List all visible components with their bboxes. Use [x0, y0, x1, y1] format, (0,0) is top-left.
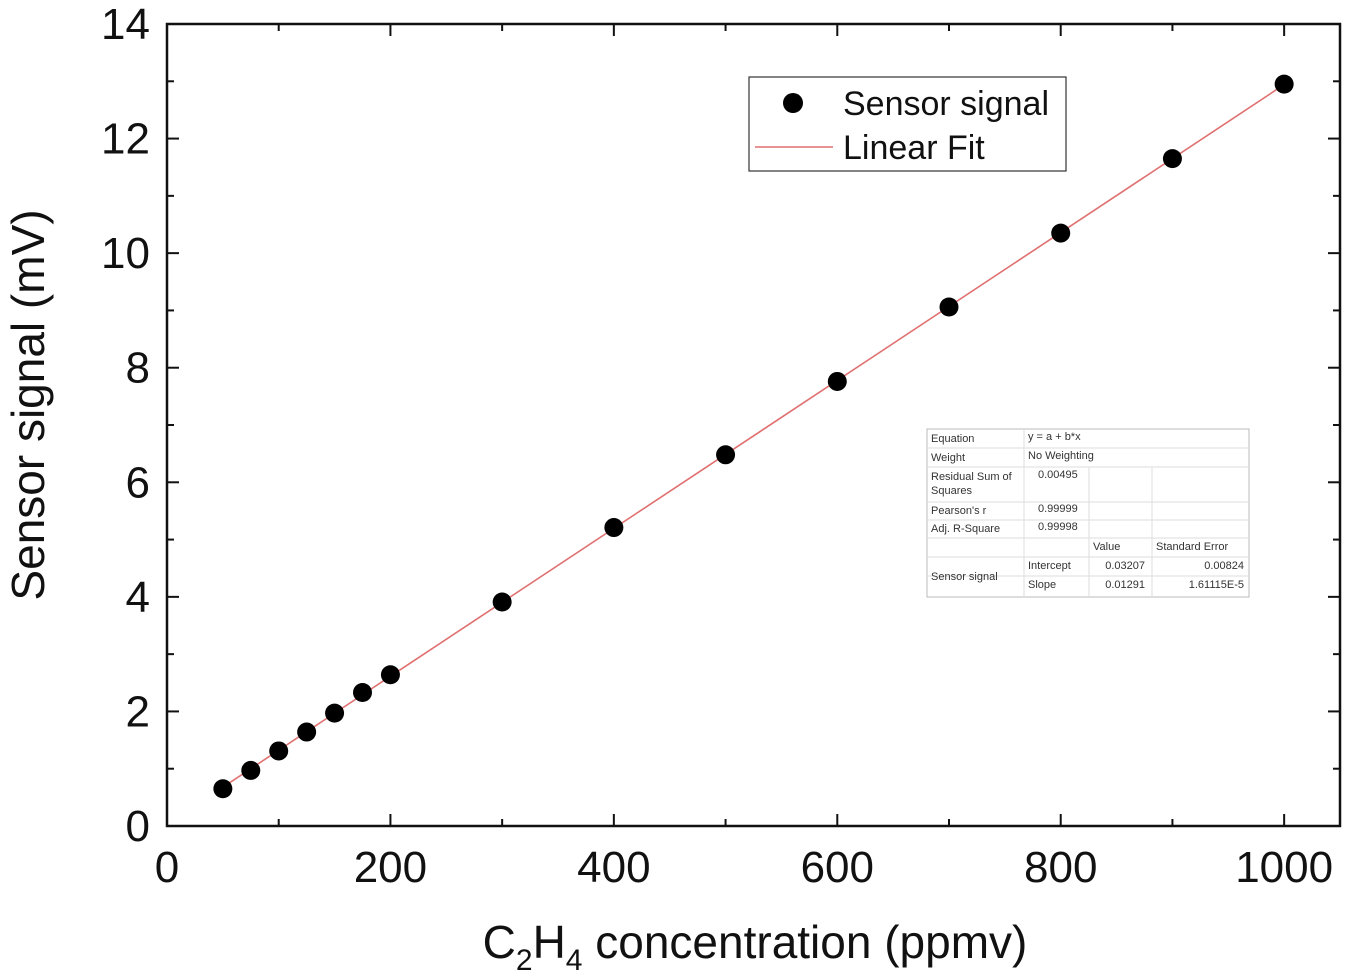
- x-axis-title: C2H4 concentration (ppmv): [483, 916, 1028, 977]
- x-axis-title-part: C: [483, 916, 516, 968]
- fit-table-border: [926, 428, 1250, 598]
- y-tick-label: 10: [101, 229, 150, 278]
- fit-table-param-error: 0.00824: [1204, 560, 1244, 572]
- x-axis-title-subscript: 2: [516, 944, 533, 977]
- x-axis-title-part: H: [533, 916, 566, 968]
- data-point: [827, 371, 847, 391]
- data-point: [297, 722, 317, 742]
- data-point: [1162, 149, 1182, 169]
- data-point: [380, 665, 400, 685]
- y-tick-label: 2: [126, 687, 150, 736]
- data-point: [241, 760, 261, 780]
- x-tick-label: 200: [354, 843, 427, 892]
- y-tick-label: 8: [126, 344, 150, 393]
- legend-box: [748, 76, 1067, 172]
- legend: Sensor signal Linear Fit: [748, 76, 1067, 172]
- data-point: [325, 703, 345, 723]
- fit-table-param-name: Slope: [1028, 579, 1056, 591]
- legend-label-sensor-signal: Sensor signal: [843, 85, 1049, 123]
- fit-table-param-error: 1.61115E-5: [1189, 579, 1244, 591]
- y-tick-label: 12: [101, 115, 150, 164]
- x-axis-title-part: concentration (ppmv): [582, 916, 1027, 968]
- y-tick-label: 6: [126, 458, 150, 507]
- y-tick-label: 0: [126, 802, 150, 851]
- y-axis-title: Sensor signal (mV): [2, 209, 54, 600]
- fit-table-value: 0.99999: [1038, 503, 1078, 515]
- fit-table-value: y = a + b*x: [1028, 431, 1081, 443]
- fit-table-param-value: 0.03207: [1105, 560, 1145, 572]
- data-point: [213, 779, 233, 799]
- x-tick-label: 800: [1024, 843, 1097, 892]
- x-tick-label: 0: [155, 843, 179, 892]
- data-point: [269, 741, 289, 761]
- y-tick-label: 4: [126, 573, 150, 622]
- fit-table-value: No Weighting: [1028, 450, 1094, 462]
- axis-ticks: [166, 23, 1340, 827]
- fit-statistics-table: Equation y = a + b*x Weight No Weighting Res…: [926, 428, 1250, 598]
- data-point: [716, 445, 736, 465]
- series-layer: [213, 74, 1294, 799]
- fit-table-col-header: Standard Error: [1156, 541, 1228, 553]
- data-point: [1051, 223, 1071, 243]
- fit-table-label: Adj. R-Square: [931, 523, 1000, 535]
- fit-table-label: Weight: [931, 452, 965, 464]
- data-point: [939, 297, 959, 317]
- x-tick-label: 600: [801, 843, 874, 892]
- fit-table-col-header: Value: [1093, 541, 1120, 553]
- linear-fit-line: [222, 83, 1285, 788]
- data-point: [492, 592, 512, 612]
- legend-label-linear-fit: Linear Fit: [843, 129, 985, 167]
- x-axis-title-subscript: 4: [566, 944, 583, 977]
- fit-table-value: 0.00495: [1038, 469, 1078, 481]
- fit-table-group-label: Sensor signal: [931, 571, 998, 583]
- fit-table-label: Residual Sum of: [931, 471, 1013, 483]
- fit-table-label: Pearson's r: [931, 505, 987, 517]
- x-tick-label: 1000: [1235, 843, 1333, 892]
- fit-table-param-value: 0.01291: [1105, 579, 1145, 591]
- data-point: [604, 518, 624, 538]
- legend-marker-sensor-signal: [783, 93, 803, 113]
- fit-table-value: 0.99998: [1038, 521, 1078, 533]
- data-point: [353, 683, 372, 703]
- fit-table-param-name: Intercept: [1028, 560, 1071, 572]
- fit-table-label: Equation: [931, 433, 974, 445]
- x-tick-label: 400: [577, 843, 650, 892]
- tick-labels: 0 200 400 600 800 1000 0 2 4 6 8 10 12 14: [101, 0, 1333, 892]
- data-point: [1274, 74, 1294, 94]
- fit-table-label: Squares: [931, 485, 972, 497]
- y-tick-label: 14: [101, 0, 150, 49]
